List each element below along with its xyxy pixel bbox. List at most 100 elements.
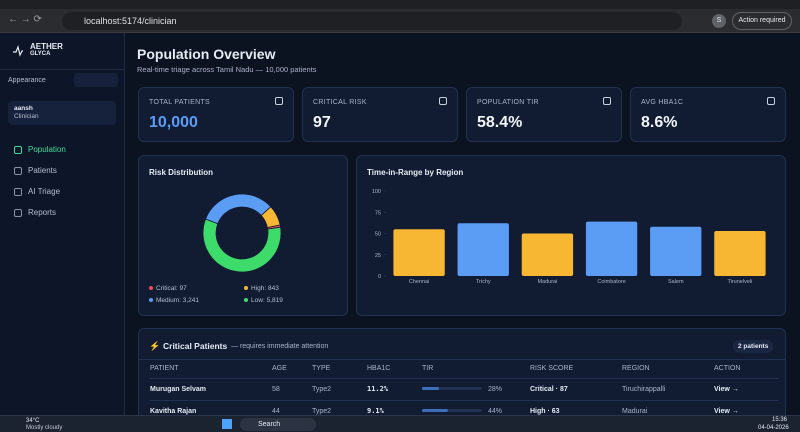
nav-item[interactable]: Population: [28, 145, 66, 154]
column-header: REGION: [622, 365, 650, 373]
appearance-label: Appearance: [8, 77, 46, 84]
kpi-value: 10,000: [149, 114, 198, 131]
cell: 11.2%: [366, 378, 421, 400]
search-box[interactable]: Search: [240, 418, 316, 431]
kpi-card: TOTAL PATIENTS 10,000: [138, 87, 294, 142]
kpi-card: AVG HBA1C 8.6%: [630, 87, 786, 142]
kpi-icon: [603, 97, 611, 105]
patient-row[interactable]: Murugan Selvam 58 Type2 11.2% 28% Critical · …: [149, 378, 779, 400]
donut-slice: [205, 193, 272, 225]
tab-strip: [0, 0, 800, 9]
legend-swatch: [244, 286, 248, 290]
x-tick-label: Coimbatore: [597, 279, 625, 285]
cell: Murugan Selvam: [149, 378, 271, 400]
legend-entry: Medium 3,241: [149, 297, 199, 304]
legend-value: 843: [268, 285, 279, 292]
cell-text: Tiruchirappalli: [622, 385, 666, 393]
brand-sub: GLYCA: [30, 51, 51, 57]
y-tick-label: 0: [378, 274, 381, 280]
critical-title: Critical Patients: [163, 341, 228, 351]
cell: 58: [271, 378, 311, 400]
column-header: AGE: [272, 365, 287, 373]
legend-value: 5,819: [266, 297, 283, 304]
cell: Madurai: [621, 400, 713, 422]
tir-fill: [422, 409, 449, 413]
legend-value: 3,241: [182, 297, 200, 304]
brand: AETHER: [30, 42, 63, 51]
cell: 28%: [421, 378, 529, 400]
legend-swatch: [244, 298, 248, 302]
kpi-icon: [767, 97, 775, 105]
cell: Critical · 87: [529, 378, 621, 400]
legend-entry: Critical 97: [149, 285, 187, 292]
donut: [202, 193, 282, 273]
theme-toggle[interactable]: [74, 73, 118, 87]
y-tick-label: 75: [375, 210, 381, 216]
cell: View →: [713, 400, 779, 422]
kpi-label: AVG HBA1C: [641, 99, 684, 106]
x-tick-label: Chennai: [409, 279, 430, 285]
user-box: aansh Clinician: [8, 101, 116, 125]
bar: [585, 221, 638, 276]
x-tick-label: Salem: [668, 279, 684, 285]
user-name: aansh: [14, 105, 33, 112]
cell: Type2: [311, 378, 366, 400]
bar: [714, 230, 766, 276]
legend-swatch: [149, 286, 153, 290]
brand-icon: [13, 45, 23, 57]
cell: Type2: [311, 400, 366, 422]
column-header: HBA1C: [367, 365, 391, 373]
legend-value: 97: [179, 285, 187, 292]
kpi-label: TOTAL PATIENTS: [149, 99, 210, 106]
x-tick-label: Tirunelveli: [727, 279, 752, 285]
legend-entry: High 843: [244, 285, 279, 292]
kpi-value: 97: [313, 114, 331, 131]
y-tick-label: 50: [375, 232, 381, 238]
cell: View →: [713, 378, 779, 400]
y-tick-label: 25: [375, 253, 381, 259]
patient-row[interactable]: Kavitha Rajan 44 Type2 9.1% 44% High · 63 Madu…: [149, 400, 779, 422]
cell-text: 9.1%: [367, 407, 384, 416]
cell: High · 63: [529, 400, 621, 422]
column-header: PATIENT: [150, 365, 179, 373]
cell-text: Type2: [312, 385, 332, 393]
url[interactable]: localhost:5174/clinician: [62, 12, 682, 30]
start-button[interactable]: [222, 419, 232, 429]
nav-item[interactable]: Patients: [28, 166, 57, 175]
avatar[interactable]: S: [712, 14, 726, 28]
cell: 9.1%: [366, 400, 421, 422]
cell-text: Type2: [312, 407, 332, 415]
tir-text: 44%: [488, 407, 503, 415]
alert-icon: ⚡: [149, 341, 161, 351]
y-tick-label: 100: [372, 189, 381, 195]
address-bar: ← → ⟳ localhost:5174/clinician S Action …: [0, 9, 800, 33]
kpi-card: CRITICAL RISK 97: [302, 87, 458, 142]
cell: 44: [271, 400, 311, 422]
kpi-label: POPULATION TIR: [477, 99, 539, 106]
legend-name: High: [251, 285, 266, 292]
kpi-value: 8.6%: [641, 114, 678, 131]
cell: Kavitha Rajan: [149, 400, 271, 422]
risk-card: Risk Distribution Critical 97 High 843 Med…: [138, 155, 348, 316]
kpi-icon: [275, 97, 283, 105]
nav-buttons[interactable]: ← → ⟳: [8, 14, 42, 25]
clock: 15:36: [772, 417, 788, 423]
critical-card: ⚡ Critical Patients — requires immediate…: [138, 328, 786, 428]
cell-text: High · 63: [530, 407, 560, 415]
tir-title: Time-in-Range by Region: [367, 168, 464, 177]
date: 04-04-2026: [758, 425, 789, 431]
action-required[interactable]: Action required: [732, 12, 792, 30]
cell-text: Critical · 87: [530, 385, 568, 393]
weather: Mostly cloudy: [26, 425, 63, 431]
tir-bar: [422, 387, 482, 391]
temp: 34°C: [26, 418, 40, 424]
cell-text: Murugan Selvam: [150, 385, 207, 393]
nav-item[interactable]: Reports: [28, 208, 57, 217]
column-header: RISK SCORE: [530, 365, 574, 373]
view-link[interactable]: View →: [714, 385, 739, 393]
nav-icon: [14, 167, 22, 175]
bar: [650, 226, 702, 276]
view-link[interactable]: View →: [714, 407, 739, 415]
cell-text: 58: [272, 385, 280, 393]
nav-item[interactable]: AI Triage: [28, 187, 61, 196]
